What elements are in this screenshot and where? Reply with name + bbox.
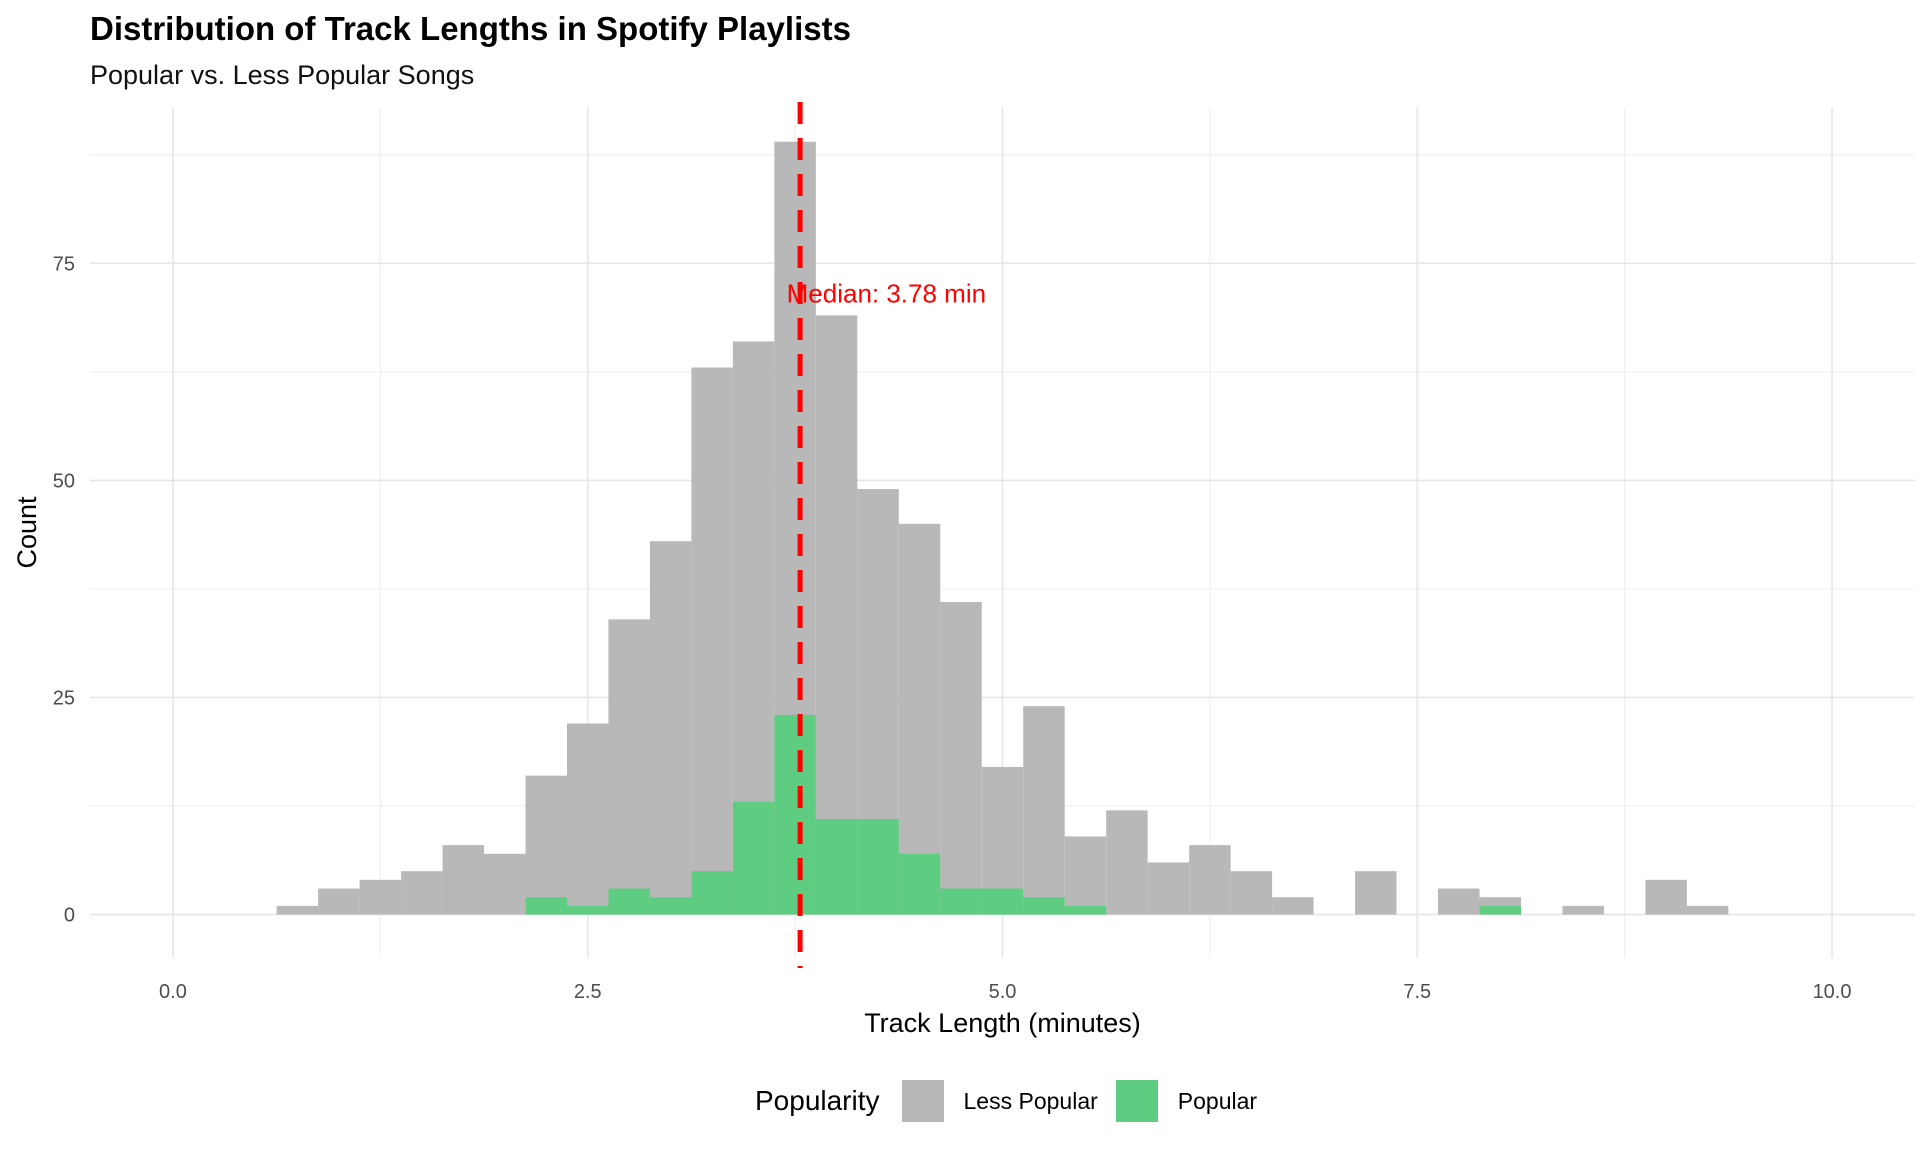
y-tick-label: 25 bbox=[53, 687, 75, 709]
x-tick-label: 0.0 bbox=[159, 981, 187, 1003]
legend-label-less-popular: Less Popular bbox=[964, 1088, 1098, 1115]
legend-swatch-popular bbox=[1116, 1080, 1158, 1122]
legend-title: Popularity bbox=[755, 1085, 880, 1117]
popular-bar bbox=[857, 819, 898, 915]
popular-bar bbox=[816, 819, 857, 915]
x-tick-label: 5.0 bbox=[989, 981, 1017, 1003]
popular-bar bbox=[940, 889, 981, 915]
less-popular-bar bbox=[360, 880, 401, 915]
less-popular-bar bbox=[691, 368, 732, 915]
legend-item-popular: Popular bbox=[1116, 1080, 1257, 1122]
less-popular-bar bbox=[567, 724, 608, 915]
y-axis-ticks: 0 25 50 75 bbox=[53, 253, 75, 926]
less-popular-bar bbox=[526, 776, 567, 915]
popular-bar bbox=[1023, 897, 1064, 914]
less-popular-bar bbox=[1065, 836, 1106, 914]
y-tick-label: 0 bbox=[64, 905, 75, 927]
less-popular-bar bbox=[1687, 906, 1728, 915]
less-popular-bar bbox=[1645, 880, 1686, 915]
y-tick-label: 50 bbox=[53, 470, 75, 492]
popular-bar bbox=[899, 854, 940, 915]
less-popular-bar bbox=[608, 619, 649, 914]
legend: Popularity Less Popular Popular bbox=[755, 1080, 1275, 1122]
median-annotation: Median: 3.78 min bbox=[787, 279, 986, 309]
y-axis-title: Count bbox=[12, 496, 42, 569]
popular-bar bbox=[691, 871, 732, 914]
popular-bar bbox=[526, 897, 567, 914]
x-tick-label: 7.5 bbox=[1403, 981, 1431, 1003]
popular-bar bbox=[733, 802, 774, 915]
popular-bar bbox=[982, 889, 1023, 915]
popular-bar bbox=[567, 906, 608, 915]
popular-bar bbox=[608, 889, 649, 915]
less-popular-bar bbox=[484, 854, 525, 915]
x-axis-title: Track Length (minutes) bbox=[864, 1008, 1141, 1038]
less-popular-bar bbox=[940, 602, 981, 915]
less-popular-bar bbox=[1231, 871, 1272, 914]
x-tick-label: 2.5 bbox=[574, 981, 602, 1003]
popular-bar bbox=[1479, 906, 1520, 915]
less-popular-bar bbox=[1023, 706, 1064, 914]
popular-bar bbox=[650, 897, 691, 914]
less-popular-bar bbox=[1189, 845, 1230, 914]
legend-swatch-less-popular bbox=[902, 1080, 944, 1122]
less-popular-bar bbox=[1148, 862, 1189, 914]
legend-item-less-popular: Less Popular bbox=[902, 1080, 1098, 1122]
less-popular-bar bbox=[1355, 871, 1396, 914]
less-popular-bar bbox=[1272, 897, 1313, 914]
x-tick-label: 10.0 bbox=[1813, 981, 1852, 1003]
legend-label-popular: Popular bbox=[1178, 1088, 1257, 1115]
less-popular-bar bbox=[1438, 889, 1479, 915]
less-popular-bar bbox=[650, 541, 691, 914]
popular-bar bbox=[774, 715, 815, 915]
less-popular-bar bbox=[277, 906, 318, 915]
less-popular-bar bbox=[318, 889, 359, 915]
less-popular-bar bbox=[1562, 906, 1603, 915]
less-popular-bar bbox=[1106, 810, 1147, 914]
x-axis-ticks: 0.0 2.5 5.0 7.5 10.0 bbox=[159, 981, 1851, 1003]
popular-bar bbox=[1065, 906, 1106, 915]
less-popular-bar bbox=[443, 845, 484, 914]
less-popular-bar bbox=[401, 871, 442, 914]
y-tick-label: 75 bbox=[53, 253, 75, 275]
